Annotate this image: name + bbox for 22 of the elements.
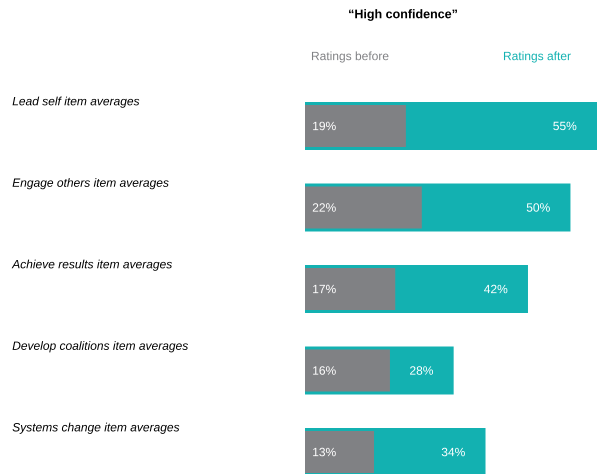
y-tick-label: Systems change item averages bbox=[12, 422, 180, 434]
data-label: 22% bbox=[312, 203, 336, 212]
y-tick-label: Achieve results item averages bbox=[12, 260, 172, 271]
bar bbox=[305, 186, 422, 228]
bar bbox=[305, 104, 406, 147]
data-label: 28% bbox=[410, 366, 434, 375]
y-tick-label: Lead self item averages bbox=[12, 96, 140, 108]
data-label: 42% bbox=[484, 284, 508, 294]
text: Ratings before bbox=[312, 51, 388, 63]
y-tick-label: Develop coalitions item averages bbox=[12, 341, 188, 352]
data-label: 19% bbox=[313, 122, 336, 130]
bar bbox=[305, 268, 396, 310]
data-label: 13% bbox=[313, 448, 336, 456]
data-label: 55% bbox=[553, 122, 576, 130]
text: Ratings after bbox=[504, 51, 571, 63]
data-label: 34% bbox=[442, 448, 465, 456]
data-label: 17% bbox=[313, 284, 336, 294]
chart-title: “High confidence” bbox=[349, 9, 457, 21]
data-label: 16% bbox=[313, 366, 336, 375]
y-tick-label: Engage others item averages bbox=[12, 178, 169, 190]
data-label: 50% bbox=[526, 203, 550, 212]
bar bbox=[305, 350, 390, 392]
